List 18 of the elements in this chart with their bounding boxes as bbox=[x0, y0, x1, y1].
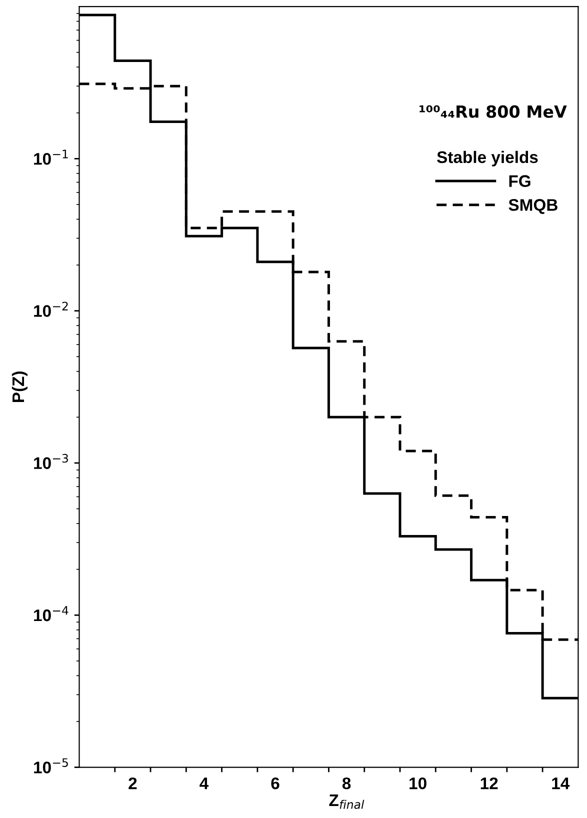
annotation: ¹⁰⁰₄₄Ru 800 MeV bbox=[420, 105, 567, 118]
y-tick-label: 10$^{−2}$ bbox=[34, 302, 68, 317]
y-tick-label: 10$^{−5}$ bbox=[34, 758, 68, 774]
x-tick-label: 14 bbox=[552, 778, 570, 790]
x-axis-title: Z$_{final}$ bbox=[329, 794, 364, 809]
x-tick-label: 4 bbox=[200, 778, 209, 790]
y-tick-label: 10$^{−1}$ bbox=[34, 150, 68, 165]
x-tick-label: 10 bbox=[410, 777, 426, 790]
x-tick-label: 6 bbox=[271, 777, 280, 790]
legend-title: Stable yields bbox=[437, 150, 538, 166]
y-axis-title: P(Z) bbox=[12, 372, 28, 402]
y-tick-label: 10$^{−4}$ bbox=[34, 606, 68, 622]
x-tick-label: 8 bbox=[342, 777, 351, 790]
y-tick-label: 10$^{−3}$ bbox=[34, 454, 68, 470]
x-tick-label: 2 bbox=[128, 777, 137, 790]
legend-label: FG bbox=[509, 175, 530, 187]
legend-label: SMQB bbox=[508, 199, 558, 214]
x-tick-label: 12 bbox=[480, 777, 498, 790]
